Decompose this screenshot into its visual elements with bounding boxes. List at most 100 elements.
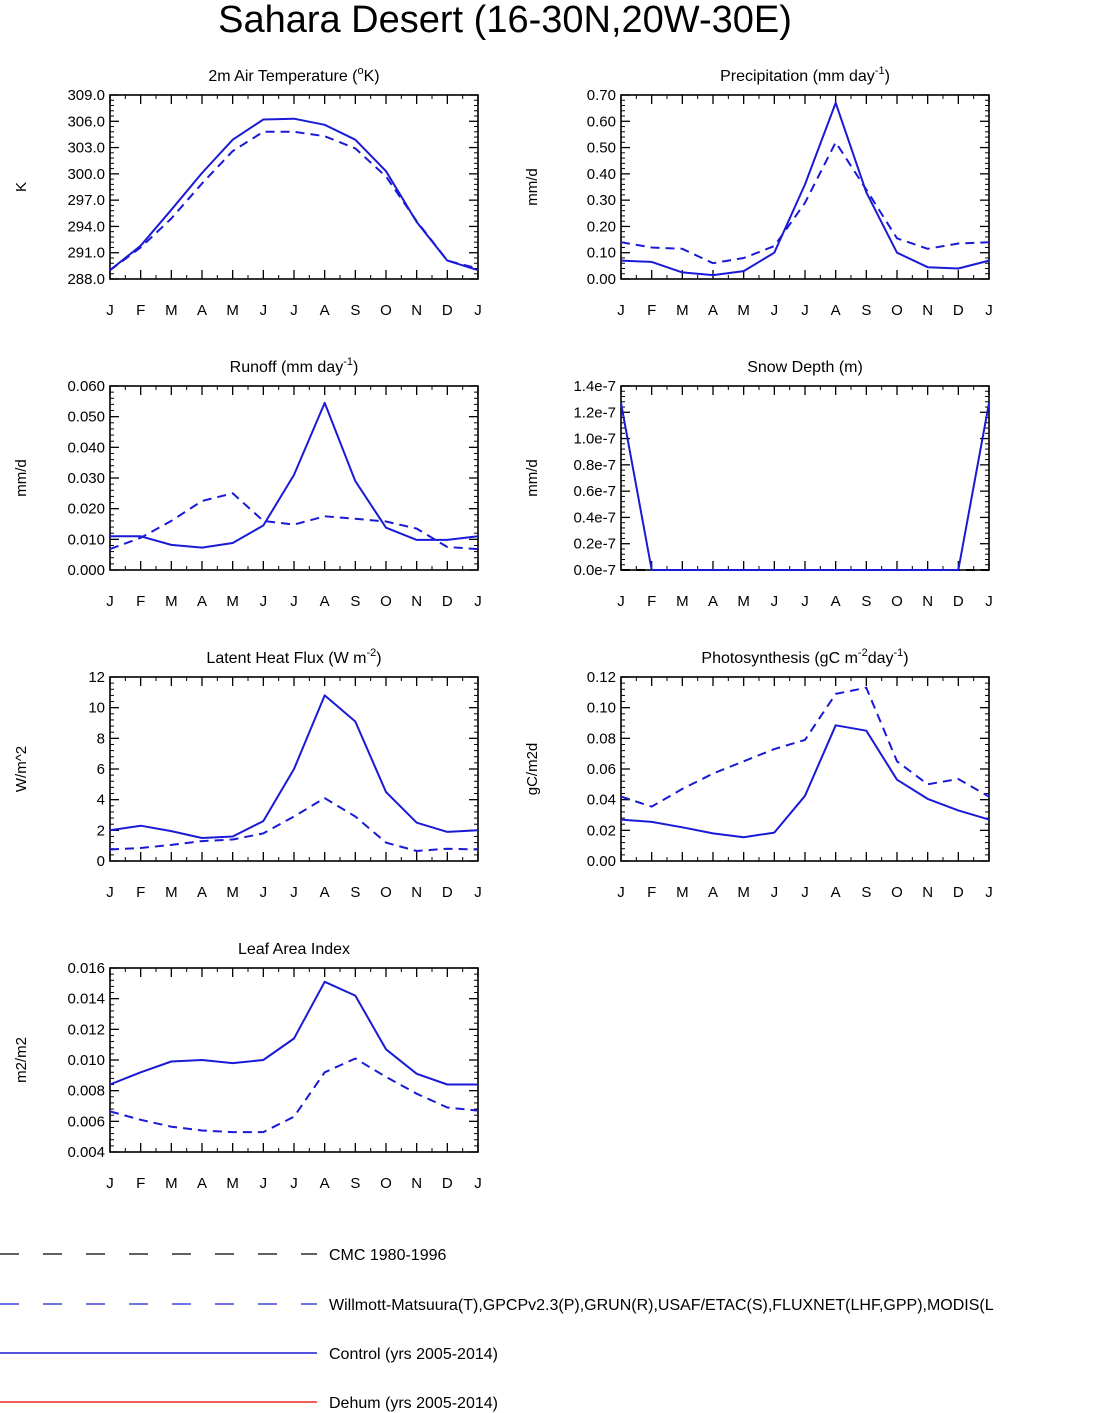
x-tick-label: J	[290, 593, 298, 610]
x-tick-label: M	[226, 593, 239, 610]
x-tick-label: S	[350, 1175, 360, 1192]
x-tick-label: N	[411, 1175, 422, 1192]
x-tick-label: J	[617, 884, 625, 901]
series-line-control	[620, 724, 990, 839]
x-tick-label: A	[320, 593, 330, 610]
x-tick-label: M	[737, 593, 750, 610]
y-tick-label: 0.004	[67, 1144, 105, 1161]
x-tick-label: A	[197, 884, 207, 901]
x-tick-label: D	[442, 593, 453, 610]
x-tick-label: N	[411, 593, 422, 610]
panel-title: Leaf Area Index	[238, 941, 350, 958]
series-line-obs	[109, 797, 479, 852]
x-tick-label: M	[226, 1175, 239, 1192]
y-tick-label: 0.08	[587, 730, 616, 747]
x-tick-label: M	[226, 884, 239, 901]
y-tick-label: 0.00	[587, 853, 616, 870]
x-tick-label: A	[708, 302, 718, 319]
series-line-obs	[620, 141, 990, 265]
legend-item: Dehum (yrs 2005-2014)	[0, 1395, 498, 1412]
panel-t2m: J F M A M J J A S O N D J288.0291.0294.0297.0300.030…	[13, 65, 482, 319]
x-tick-label: J	[474, 593, 482, 610]
y-tick-label: 303.0	[67, 140, 105, 157]
panels: J F M A M J J A S O N D J288.0291.0294.0297.0300.030…	[13, 65, 993, 1192]
x-tick-label: M	[676, 302, 689, 319]
y-tick-label: 0.04	[587, 792, 616, 809]
y-tick-label: 294.0	[67, 218, 105, 235]
y-axis-label: mm/d	[13, 459, 30, 497]
x-tick-label: S	[350, 302, 360, 319]
x-tick-label: J	[801, 884, 809, 901]
x-tick-label: A	[708, 593, 718, 610]
x-tick-label: F	[647, 593, 656, 610]
y-tick-label: 0.60	[587, 113, 616, 130]
legend-item: CMC 1980-1996	[0, 1247, 447, 1264]
x-tick-label: N	[922, 593, 933, 610]
y-tick-label: 306.0	[67, 113, 105, 130]
y-tick-label: 0.012	[67, 1021, 105, 1038]
x-tick-label: A	[197, 593, 207, 610]
x-tick-label: M	[226, 302, 239, 319]
plot-frame	[109, 967, 479, 1153]
y-tick-label: 0.016	[67, 960, 105, 977]
x-tick-label: J	[801, 302, 809, 319]
series-line-obs	[620, 686, 990, 808]
x-tick-label: D	[953, 593, 964, 610]
y-tick-label: 0.000	[67, 562, 105, 579]
x-tick-label: D	[442, 884, 453, 901]
x-tick-label: A	[320, 884, 330, 901]
panel-title: Snow Depth (m)	[747, 359, 863, 376]
x-tick-label: A	[831, 884, 841, 901]
x-tick-label: J	[985, 884, 993, 901]
x-tick-label: J	[260, 593, 268, 610]
x-tick-label: A	[320, 1175, 330, 1192]
x-tick-label: M	[676, 884, 689, 901]
x-tick-label: D	[953, 302, 964, 319]
y-tick-label: 0.02	[587, 822, 616, 839]
x-tick-label: M	[676, 593, 689, 610]
y-tick-label: 0.30	[587, 192, 616, 209]
plot-frame	[620, 676, 990, 862]
x-tick-label: J	[771, 302, 779, 319]
x-tick-label: J	[617, 593, 625, 610]
y-tick-label: 0.008	[67, 1083, 105, 1100]
x-tick-label: M	[165, 302, 178, 319]
x-tick-label: A	[831, 302, 841, 319]
x-tick-label: J	[985, 302, 993, 319]
y-tick-label: 0.040	[67, 439, 105, 456]
y-tick-label: 0.050	[67, 409, 105, 426]
x-tick-label: O	[891, 884, 903, 901]
y-tick-label: 0.70	[587, 87, 616, 104]
x-tick-label: J	[106, 302, 114, 319]
panel-gpp: J F M A M J J A S O N D J0.000.020.040.060.080.100.1…	[524, 647, 993, 901]
panel-title: Latent Heat Flux (W m-2)	[206, 647, 381, 667]
x-tick-label: N	[922, 302, 933, 319]
y-tick-label: 6	[97, 761, 105, 778]
y-tick-label: 4	[97, 792, 105, 809]
x-tick-label: S	[350, 884, 360, 901]
y-tick-label: 0.10	[587, 700, 616, 717]
y-tick-label: 0	[97, 853, 105, 870]
x-tick-label: J	[985, 593, 993, 610]
y-tick-label: 0.06	[587, 761, 616, 778]
x-tick-label: O	[380, 593, 392, 610]
x-tick-label: S	[861, 302, 871, 319]
x-tick-label: J	[290, 302, 298, 319]
legend: CMC 1980-1996 Willmott-Matsuura(T),GPCPv2…	[0, 1247, 994, 1412]
x-tick-label: J	[106, 884, 114, 901]
x-tick-label: A	[708, 884, 718, 901]
series-line-obs	[109, 492, 479, 551]
x-tick-label: J	[771, 884, 779, 901]
series-line-control	[109, 980, 478, 1086]
plot-frame	[620, 94, 990, 280]
x-tick-label: N	[922, 884, 933, 901]
x-tick-label: J	[801, 593, 809, 610]
y-tick-label: 0.006	[67, 1113, 105, 1130]
x-tick-label: J	[106, 593, 114, 610]
legend-label: Willmott-Matsuura(T),GPCPv2.3(P),GRUN(R)…	[329, 1297, 994, 1314]
x-tick-label: F	[647, 302, 656, 319]
y-tick-label: 0.50	[587, 140, 616, 157]
x-tick-label: F	[136, 302, 145, 319]
plot-frame	[109, 94, 479, 280]
y-tick-label: 0.010	[67, 1052, 105, 1069]
